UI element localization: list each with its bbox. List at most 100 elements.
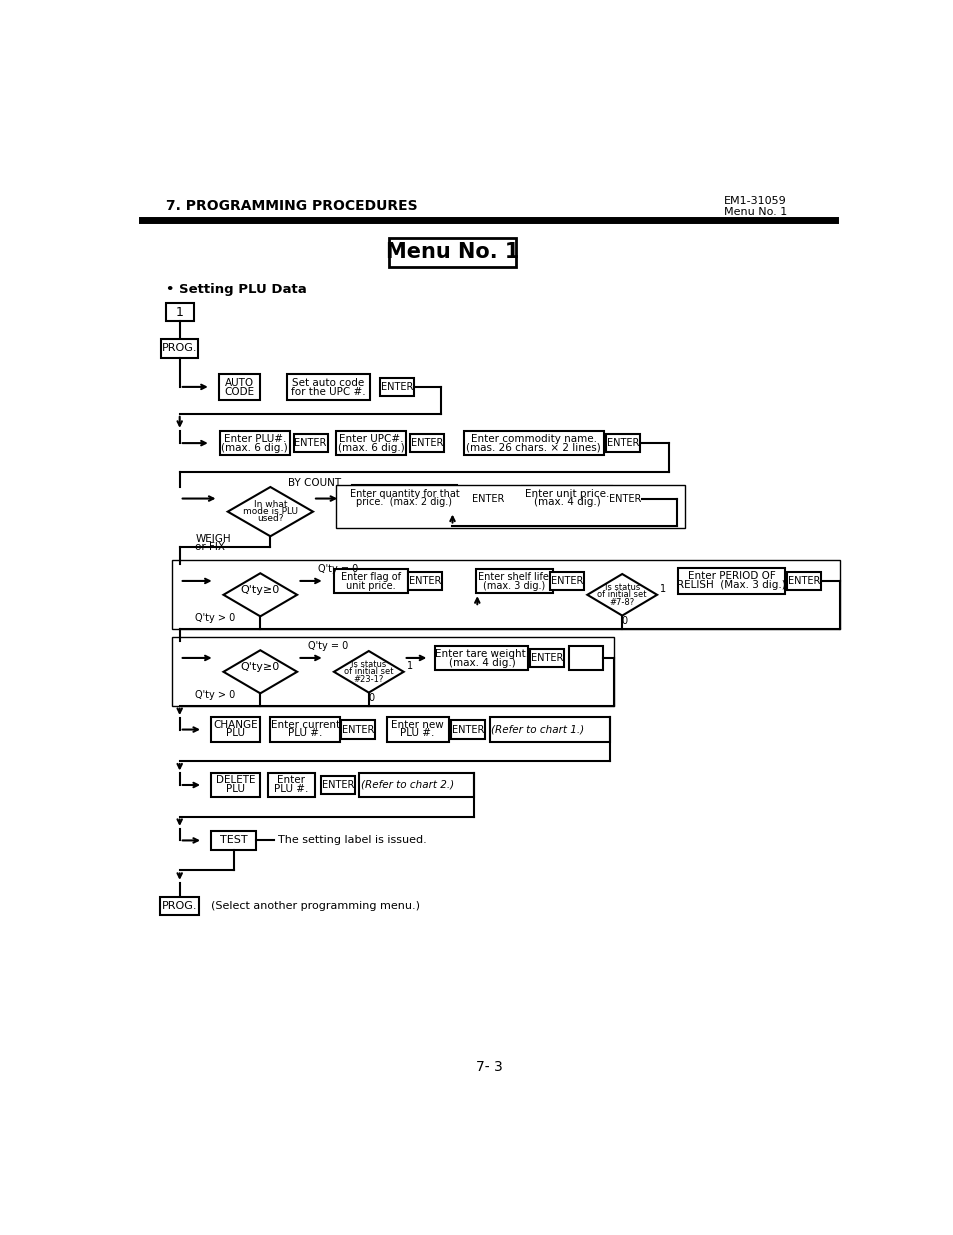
Text: • Setting PLU Data: • Setting PLU Data xyxy=(166,283,306,295)
Text: PLU: PLU xyxy=(226,784,245,794)
Bar xyxy=(334,568,408,593)
Polygon shape xyxy=(223,573,296,616)
Text: or FIX: or FIX xyxy=(195,542,225,552)
Bar xyxy=(161,340,198,358)
Text: ENTER: ENTER xyxy=(341,725,374,735)
Bar xyxy=(212,773,259,798)
Bar xyxy=(464,431,603,456)
Text: Enter PLU#.: Enter PLU#. xyxy=(223,435,286,445)
Text: Menu No. 1: Menu No. 1 xyxy=(723,207,786,217)
Text: Set auto code: Set auto code xyxy=(292,378,364,388)
Text: 1: 1 xyxy=(659,584,665,594)
Text: Enter new: Enter new xyxy=(391,720,443,730)
Bar xyxy=(268,773,314,798)
Bar xyxy=(335,431,406,456)
Bar xyxy=(335,485,684,527)
Bar xyxy=(476,568,553,593)
Text: Menu No. 1: Menu No. 1 xyxy=(385,242,518,262)
Text: Enter PERIOD OF: Enter PERIOD OF xyxy=(687,572,775,582)
Bar xyxy=(678,568,784,594)
Bar xyxy=(550,572,583,590)
Text: EM1-31059: EM1-31059 xyxy=(723,195,785,205)
Text: (max. 4 dig.): (max. 4 dig.) xyxy=(534,498,600,508)
Text: unit price.: unit price. xyxy=(346,580,395,590)
Text: 1: 1 xyxy=(175,306,183,319)
Text: PLU #.: PLU #. xyxy=(288,729,322,739)
Text: Is status: Is status xyxy=(604,583,639,592)
Text: (Select another programming menu.): (Select another programming menu.) xyxy=(204,900,420,911)
Text: PROG.: PROG. xyxy=(162,343,197,353)
Polygon shape xyxy=(228,487,313,536)
Text: (Refer to chart 2.): (Refer to chart 2.) xyxy=(360,781,454,790)
Text: for the UPC #.: for the UPC #. xyxy=(291,387,365,396)
Text: (max. 6 dig.): (max. 6 dig.) xyxy=(337,442,404,453)
Bar xyxy=(270,718,340,742)
Text: ENTER: ENTER xyxy=(380,382,413,391)
Text: used?: used? xyxy=(257,514,283,524)
Bar xyxy=(172,561,840,630)
Text: price.  (max. 2 dig.): price. (max. 2 dig.) xyxy=(356,498,452,508)
Bar xyxy=(386,718,448,742)
Text: PLU: PLU xyxy=(226,729,245,739)
Text: ENTER: ENTER xyxy=(787,576,820,585)
Text: TEST: TEST xyxy=(220,835,248,846)
Bar xyxy=(568,646,602,671)
Text: WEIGH: WEIGH xyxy=(195,534,231,543)
Text: 7. PROGRAMMING PROCEDURES: 7. PROGRAMMING PROCEDURES xyxy=(166,199,417,212)
Text: 1: 1 xyxy=(406,661,413,671)
Text: Enter current: Enter current xyxy=(271,720,339,730)
Text: AUTO: AUTO xyxy=(225,378,253,388)
Text: DELETE: DELETE xyxy=(215,776,255,785)
Polygon shape xyxy=(223,651,296,693)
Bar xyxy=(294,433,328,452)
Text: Q'ty > 0: Q'ty > 0 xyxy=(195,690,235,700)
Text: (Refer to chart 1.): (Refer to chart 1.) xyxy=(491,725,584,735)
Bar xyxy=(530,648,563,667)
Text: 0: 0 xyxy=(620,616,627,626)
Bar xyxy=(320,776,355,794)
Text: #7-8?: #7-8? xyxy=(609,598,634,606)
Text: Enter quantity for that: Enter quantity for that xyxy=(349,489,458,499)
Text: Q'ty = 0: Q'ty = 0 xyxy=(308,641,348,651)
Text: (mas. 26 chars. × 2 lines): (mas. 26 chars. × 2 lines) xyxy=(466,442,600,453)
Polygon shape xyxy=(334,651,403,693)
Text: ENTER: ENTER xyxy=(609,494,640,504)
Polygon shape xyxy=(587,574,657,615)
Bar xyxy=(521,487,612,511)
Bar xyxy=(172,637,613,706)
Text: ENTER: ENTER xyxy=(606,438,639,448)
Text: (max. 4 dig.): (max. 4 dig.) xyxy=(448,657,515,668)
Bar xyxy=(451,720,484,739)
Bar xyxy=(220,431,290,456)
Text: RELISH  (Max. 3 dig.): RELISH (Max. 3 dig.) xyxy=(677,579,785,590)
Bar xyxy=(219,374,259,400)
Text: ENTER: ENTER xyxy=(411,438,442,448)
Bar xyxy=(212,718,259,742)
Bar xyxy=(435,646,528,671)
Text: PLU #.: PLU #. xyxy=(274,784,308,794)
Bar xyxy=(608,489,641,508)
Bar xyxy=(340,720,375,739)
Text: Enter flag of: Enter flag of xyxy=(341,572,400,582)
Text: ENTER: ENTER xyxy=(472,494,504,504)
Text: Is status: Is status xyxy=(351,659,386,668)
Bar xyxy=(212,831,256,850)
Text: Enter tare weight.: Enter tare weight. xyxy=(435,650,529,659)
Text: ENTER: ENTER xyxy=(409,576,441,585)
Bar xyxy=(471,489,505,508)
Text: ENTER: ENTER xyxy=(551,576,583,585)
Text: ENTER: ENTER xyxy=(452,725,484,735)
Text: BY COUNT: BY COUNT xyxy=(288,478,341,488)
Text: Enter commodity name.: Enter commodity name. xyxy=(471,435,597,445)
Bar xyxy=(410,433,443,452)
Text: CHANGE: CHANGE xyxy=(213,720,257,730)
Bar xyxy=(286,374,370,400)
Bar xyxy=(166,303,193,321)
Text: mode is PLU: mode is PLU xyxy=(243,508,297,516)
Bar xyxy=(786,572,821,590)
Bar xyxy=(489,718,609,742)
Text: of initial set: of initial set xyxy=(597,590,646,599)
Text: Enter shelf life.: Enter shelf life. xyxy=(477,572,551,582)
Text: ENTER: ENTER xyxy=(294,438,327,448)
Text: ENTER: ENTER xyxy=(321,781,354,790)
